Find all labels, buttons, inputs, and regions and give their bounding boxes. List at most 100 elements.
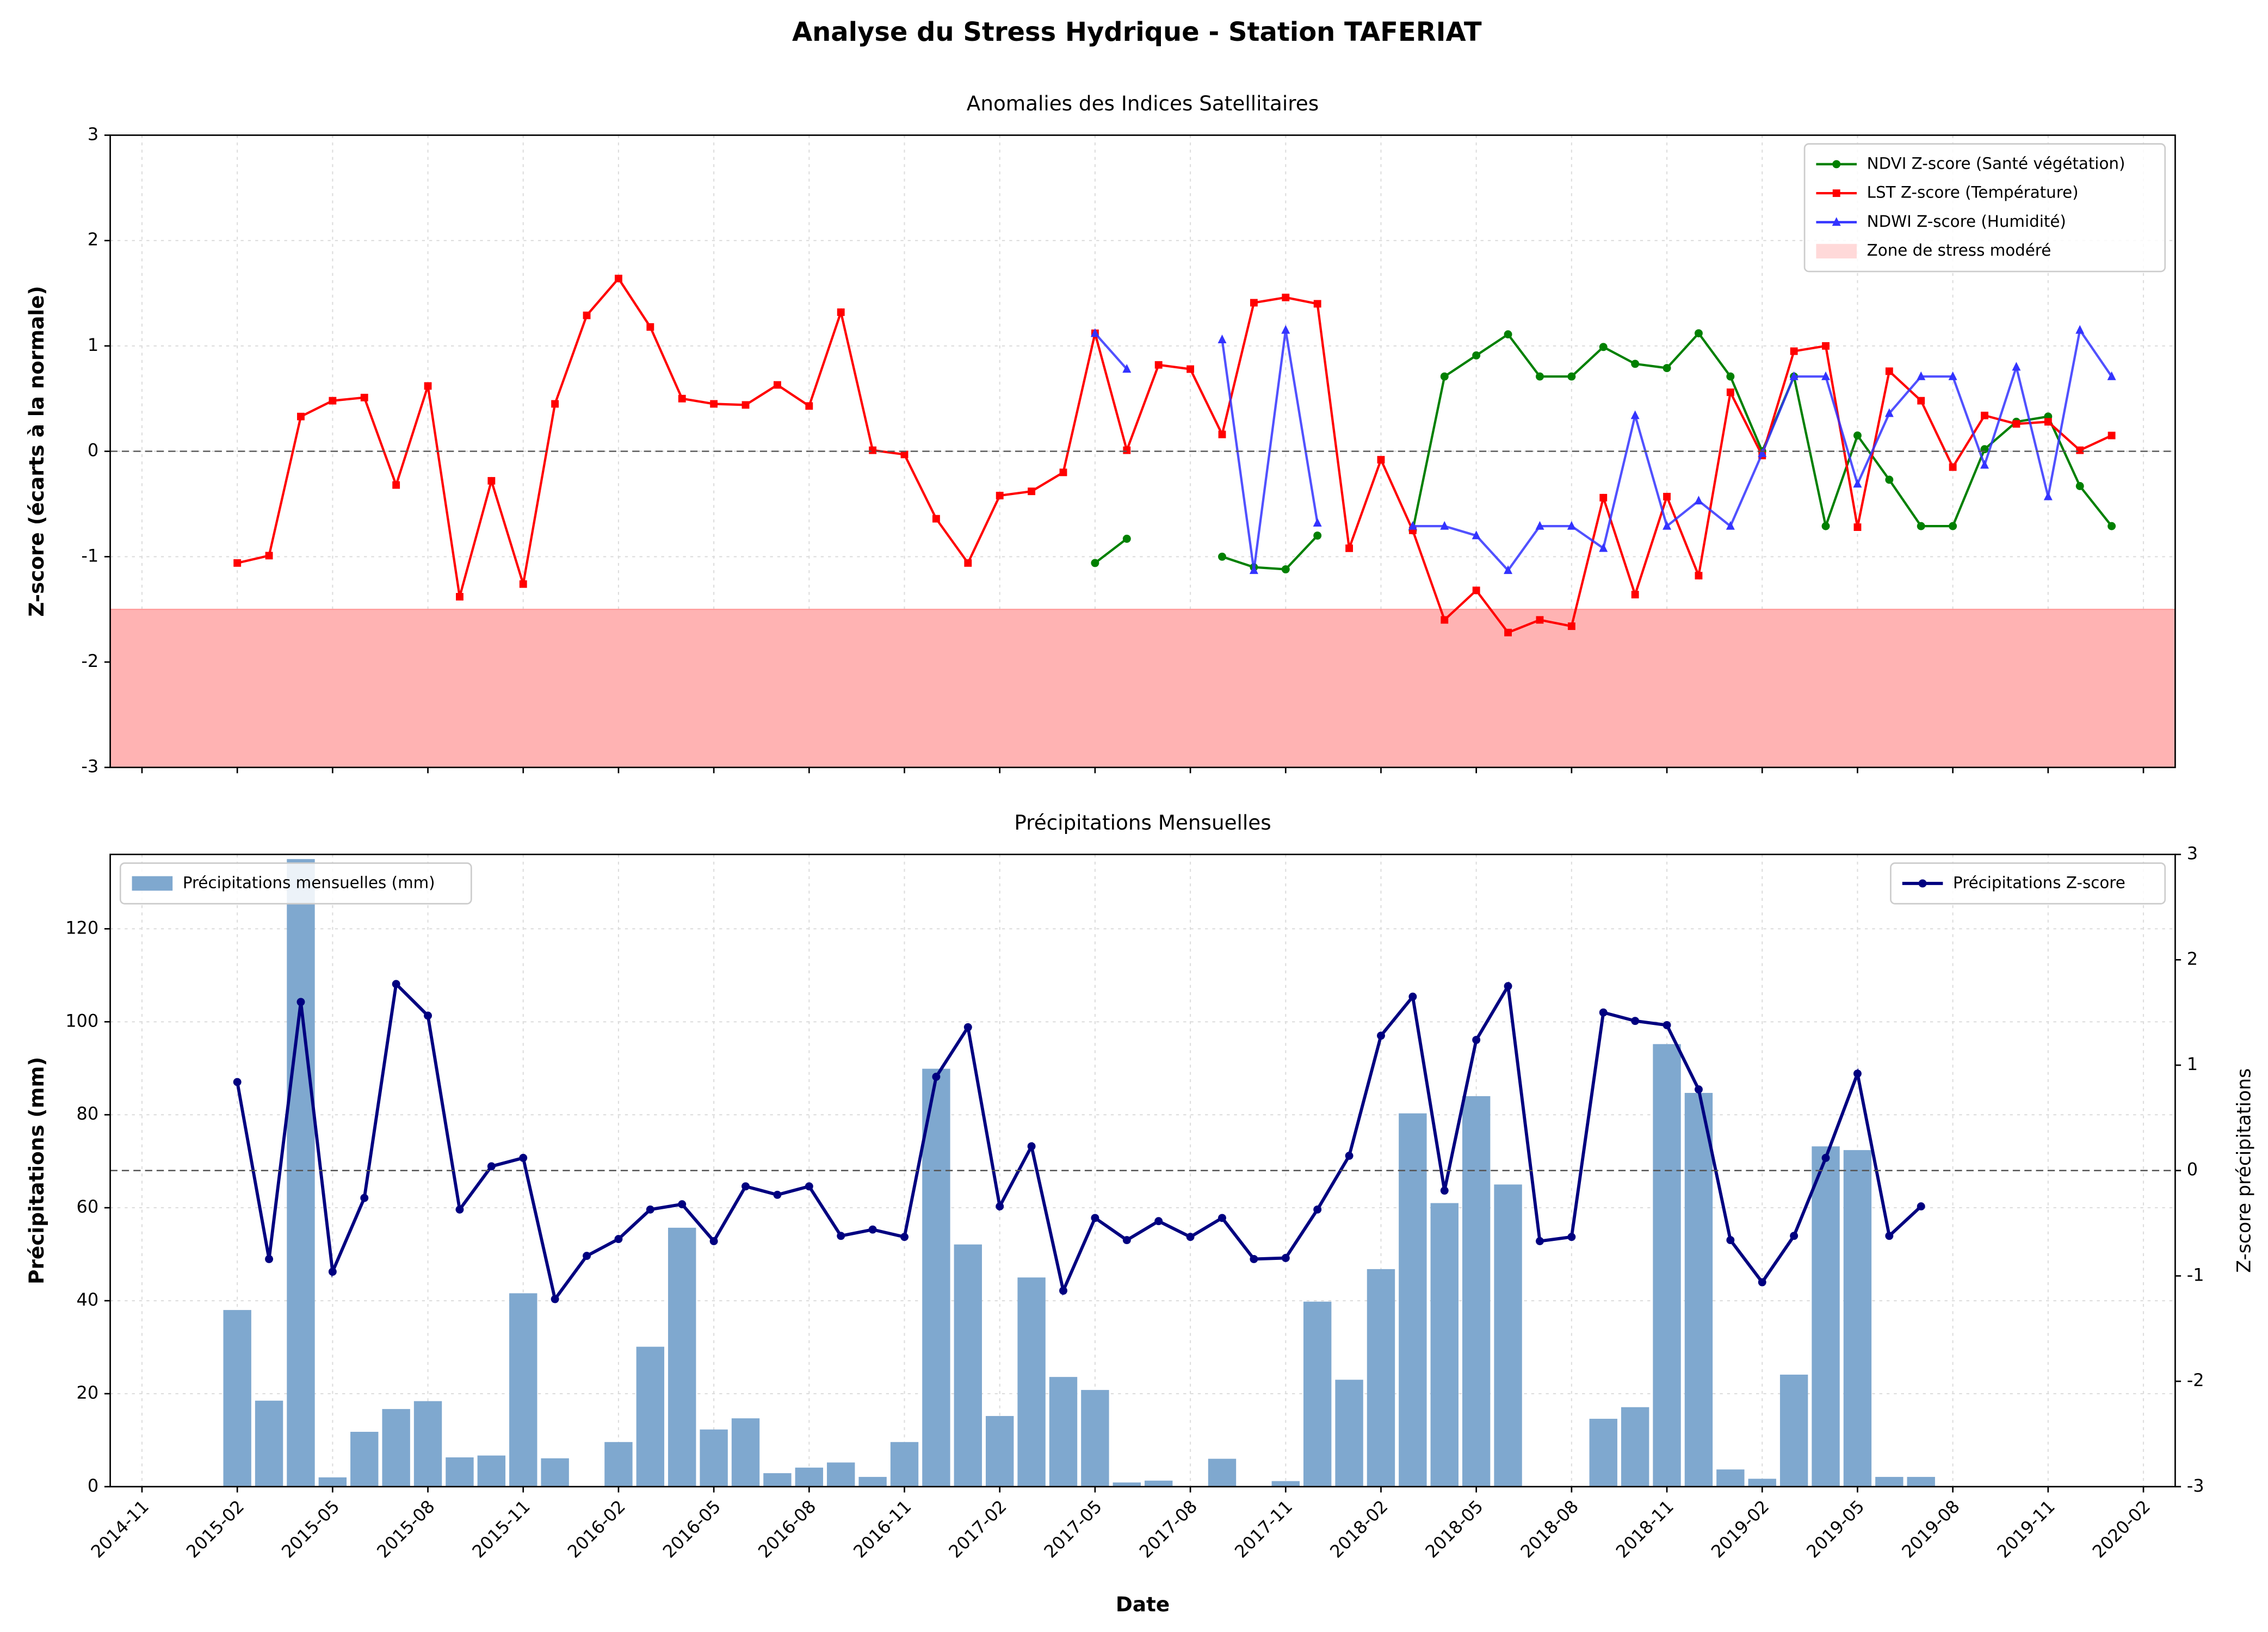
bar <box>350 1432 379 1487</box>
bar <box>1208 1458 1237 1487</box>
marker <box>424 1011 432 1020</box>
bar <box>509 1293 537 1487</box>
bar <box>1462 1096 1491 1487</box>
marker <box>233 1078 242 1086</box>
marker <box>265 1254 274 1263</box>
y2-tick-label: 1 <box>2187 1054 2198 1074</box>
marker <box>1789 371 1799 380</box>
chart-title: Analyse du Stress Hydrique - Station TAF… <box>792 17 1482 47</box>
y-tick-label: 0 <box>88 1475 98 1496</box>
marker <box>1567 521 1576 530</box>
marker <box>1059 468 1067 477</box>
marker <box>1981 411 1988 419</box>
marker <box>1408 521 1417 530</box>
marker <box>1917 522 1925 530</box>
marker <box>1059 1287 1067 1295</box>
y2-axis-label: Z-score précipitations <box>2233 1068 2255 1273</box>
marker <box>487 1162 496 1171</box>
marker <box>1917 397 1925 405</box>
marker <box>392 481 400 489</box>
bar <box>731 1418 760 1487</box>
legend-label: NDWI Z-score (Humidité) <box>1867 212 2066 231</box>
marker <box>1218 334 1227 343</box>
marker <box>1536 616 1544 624</box>
marker <box>900 450 909 459</box>
marker <box>296 998 305 1006</box>
y-tick-label: 2 <box>88 229 98 250</box>
marker <box>551 400 559 408</box>
legend-swatch <box>1816 244 1857 259</box>
marker <box>1504 565 1513 574</box>
y2-tick-label: 0 <box>2187 1159 2198 1180</box>
legend-label: LST Z-score (Température) <box>1867 183 2079 202</box>
bar <box>1589 1419 1617 1487</box>
legend-label: Précipitations Z-score <box>1953 873 2125 892</box>
marker <box>1472 586 1480 595</box>
marker <box>2108 522 2116 530</box>
marker <box>1027 1142 1036 1151</box>
y-tick-label: 1 <box>88 335 98 355</box>
y2-tick-label: 2 <box>2187 948 2198 969</box>
marker <box>1313 300 1321 308</box>
legend-swatch <box>132 876 173 891</box>
marker <box>1440 521 1449 530</box>
marker <box>1980 460 1989 469</box>
panel-title: Anomalies des Indices Satellitaires <box>967 91 1319 115</box>
bar <box>1684 1093 1713 1487</box>
marker <box>1758 1278 1766 1287</box>
marker <box>583 311 591 319</box>
panel-title: Précipitations Mensuelles <box>1014 811 1271 834</box>
bar <box>1812 1146 1840 1487</box>
bar <box>446 1457 474 1487</box>
marker <box>1663 521 1672 530</box>
marker <box>1090 328 1099 337</box>
marker <box>1154 1217 1163 1226</box>
marker <box>1885 1232 1894 1240</box>
marker <box>2043 491 2053 500</box>
marker <box>360 393 368 401</box>
marker <box>1599 543 1608 552</box>
bar <box>1271 1481 1300 1487</box>
marker <box>741 1182 750 1191</box>
marker <box>1472 530 1481 540</box>
marker <box>1122 534 1131 543</box>
bar <box>1907 1476 1935 1487</box>
series-line <box>237 276 2112 634</box>
legend-box <box>1803 143 2166 273</box>
marker <box>392 980 400 988</box>
bar <box>1653 1044 1681 1487</box>
marker <box>1631 591 1639 598</box>
bar <box>1367 1269 1395 1487</box>
marker <box>1980 445 1989 454</box>
marker <box>996 492 1004 499</box>
marker <box>932 515 940 523</box>
marker <box>1726 388 1734 397</box>
marker <box>1599 1008 1608 1017</box>
y2-tick-label: -3 <box>2187 1475 2204 1496</box>
marker <box>1281 1254 1290 1262</box>
bar <box>1716 1469 1745 1487</box>
marker <box>2107 371 2116 380</box>
y-tick-label: 20 <box>77 1382 99 1403</box>
y-tick-label: -2 <box>81 651 98 671</box>
bar <box>1113 1482 1141 1487</box>
bar <box>986 1415 1014 1487</box>
marker <box>1345 544 1354 552</box>
marker <box>1345 1152 1354 1160</box>
marker <box>1154 361 1163 369</box>
stress-band <box>109 609 2176 768</box>
marker <box>837 308 845 316</box>
legend-box <box>1890 862 2166 905</box>
bar <box>1144 1480 1173 1487</box>
bar <box>223 1310 251 1487</box>
marker <box>1472 351 1481 360</box>
marker <box>1949 463 1957 471</box>
bar <box>382 1409 410 1487</box>
marker <box>900 1233 909 1241</box>
marker <box>1853 1070 1862 1078</box>
bar <box>636 1346 665 1487</box>
marker <box>1250 1254 1258 1263</box>
marker <box>1281 325 1290 334</box>
series-line <box>236 980 1923 1303</box>
bar <box>1748 1479 1776 1487</box>
